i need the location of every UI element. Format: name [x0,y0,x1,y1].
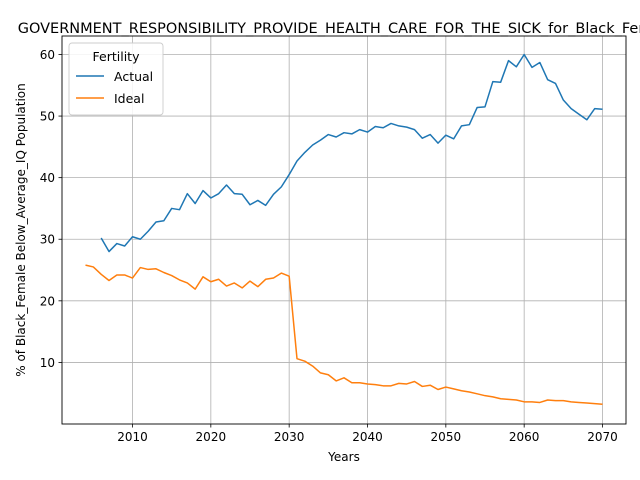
y-tick-label: 20 [40,294,55,308]
x-tick-label: 2050 [431,430,462,444]
x-tick-label: 2020 [196,430,227,444]
y-tick-label: 30 [40,233,55,247]
legend-title: Fertility [93,49,141,64]
y-tick-label: 10 [40,356,55,370]
x-tick-label: 2030 [274,430,305,444]
legend-label-actual: Actual [114,69,153,84]
x-tick-label: 2060 [509,430,540,444]
y-tick-label: 60 [40,48,55,62]
series-line-actual [100,53,603,253]
grid [62,36,626,424]
y-axis-label: % of Black_Female Below_Average_IQ Popul… [14,83,28,377]
legend-box [68,42,164,116]
legend-label-ideal: Ideal [114,91,144,106]
y-tick-label: 50 [40,110,55,124]
series-lines [85,53,603,406]
x-tick-label: 2010 [117,430,148,444]
x-tick-label: 2070 [587,430,618,444]
legend: Fertility Actual Ideal [68,42,164,116]
x-axis-label: Years [327,450,360,464]
y-tick-label: 40 [40,171,55,185]
series-line-ideal [85,264,603,406]
x-tick-label: 2040 [352,430,383,444]
plot-area-frame [61,35,627,425]
chart-title: GOVERNMENT_RESPONSIBILITY_PROVIDE_HEALTH… [18,21,640,37]
